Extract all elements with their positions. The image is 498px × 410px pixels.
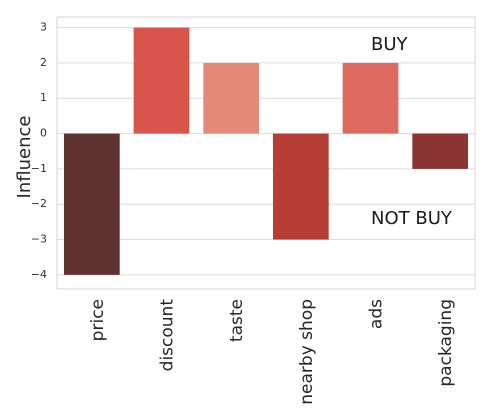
x-tick-label: price <box>88 299 108 341</box>
x-tick-labels: price discount taste nearby shop ads packagin… <box>88 299 456 405</box>
y-tick-label: −2 <box>31 197 47 210</box>
y-axis-label: Influence <box>14 116 35 199</box>
y-tick-label: −1 <box>31 162 47 175</box>
y-tick-label: 2 <box>40 56 47 69</box>
y-tick-labels: 3 2 1 0 −1 −2 −3 −4 <box>31 21 47 281</box>
bar-taste <box>203 62 260 134</box>
bar-discount <box>133 27 190 134</box>
bar-nearby-shop <box>272 133 329 240</box>
x-tick-label: ads <box>367 299 387 329</box>
not-buy-annotation: NOT BUY <box>371 208 453 229</box>
buy-annotation: BUY <box>371 34 409 55</box>
y-tick-label: −3 <box>31 233 47 246</box>
x-tick-label: discount <box>158 299 178 372</box>
y-tick-label: −4 <box>31 268 47 281</box>
y-tick-label: 1 <box>40 91 47 104</box>
bar-price <box>63 133 120 275</box>
bars-layer <box>63 27 469 275</box>
bar-ads <box>342 62 399 134</box>
plot-frame <box>56 16 476 290</box>
bar-packaging <box>412 133 469 169</box>
y-tick-label: 0 <box>40 127 47 140</box>
y-tick-label: 3 <box>40 21 47 34</box>
x-tick-label: nearby shop <box>297 299 317 405</box>
x-tick-label: taste <box>227 299 247 342</box>
x-tick-label: packaging <box>436 299 456 387</box>
grid-layer <box>57 27 475 276</box>
